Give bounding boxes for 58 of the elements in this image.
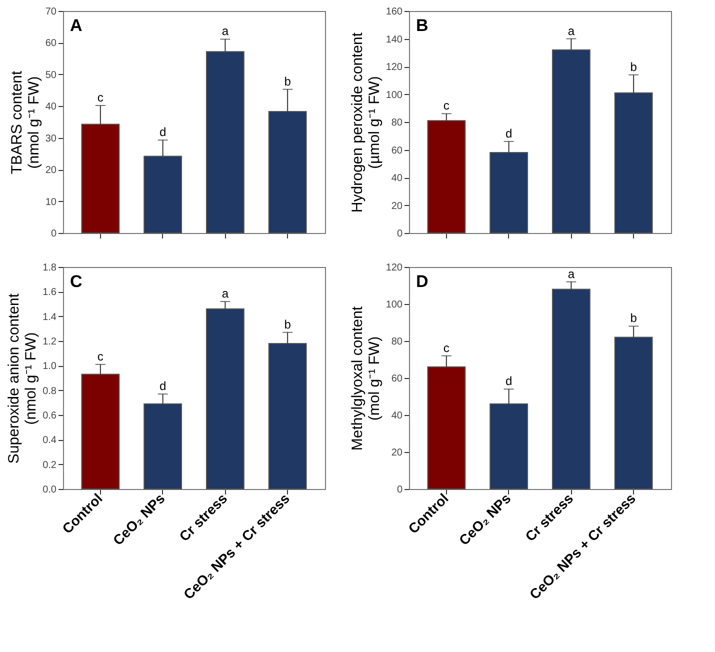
y-tick-label: 0.4 xyxy=(42,435,57,446)
y-tick-label: 100 xyxy=(386,90,403,101)
annotation: a xyxy=(568,266,575,281)
y-tick-label: 40 xyxy=(391,173,403,184)
y-tick-label: 120 xyxy=(386,262,403,274)
annotation: a xyxy=(568,24,575,38)
annotation: b xyxy=(630,60,638,74)
y-tick-label: 30 xyxy=(45,133,57,144)
y-tick-label: 60 xyxy=(391,374,403,384)
y-tick-label: 80 xyxy=(391,336,403,348)
annotation: a xyxy=(222,286,229,301)
y-tick-label: 1.0 xyxy=(42,361,57,372)
y-tick-label: 1.6 xyxy=(42,287,57,298)
y-axis-title: Superoxide anion content (nmol g⁻¹ FW) xyxy=(6,292,40,464)
annotation: b xyxy=(284,317,292,332)
annotation: c xyxy=(97,349,104,364)
chart-title: A xyxy=(70,16,82,35)
annotation: d xyxy=(505,374,512,388)
chart-title: D xyxy=(416,272,428,291)
y-axis-title: Methylglyoxal content (mol g⁻¹ FW) xyxy=(348,306,383,451)
y-tick-label: 1.8 xyxy=(42,262,57,274)
y-tick-label: 0.6 xyxy=(42,410,57,422)
y-tick-label: 1.4 xyxy=(42,312,57,323)
y-tick-label: 50 xyxy=(45,70,57,81)
y-tick-label: 80 xyxy=(391,118,403,128)
annotation: a xyxy=(222,24,229,38)
y-tick-label: 60 xyxy=(391,145,403,156)
y-tick-label: 100 xyxy=(386,300,403,310)
y-tick-label: 60 xyxy=(45,38,57,50)
annotation: b xyxy=(284,74,292,88)
annotation: d xyxy=(159,125,166,140)
chart-title: B xyxy=(416,16,428,35)
annotation: d xyxy=(505,126,512,140)
y-tick-label: 0.0 xyxy=(42,484,57,496)
annotation: b xyxy=(630,311,638,326)
annotation: c xyxy=(443,98,450,113)
annotation: c xyxy=(97,90,104,105)
y-axis-title: TBARS content (nmol g⁻¹ FW) xyxy=(8,70,42,174)
annotation: c xyxy=(443,340,450,355)
chart-title: C xyxy=(70,272,82,291)
y-tick-label: 1.2 xyxy=(42,336,57,348)
y-tick-label: 0 xyxy=(396,228,403,240)
y-tick-label: 160 xyxy=(386,6,403,18)
y-tick-label: 0 xyxy=(396,484,403,496)
y-tick-label: 40 xyxy=(45,102,57,113)
annotation: d xyxy=(159,379,166,394)
y-tick-label: 0 xyxy=(50,228,57,240)
y-tick-label: 20 xyxy=(391,200,403,212)
y-tick-label: 10 xyxy=(45,196,57,208)
y-tick-label: 140 xyxy=(386,34,403,46)
y-tick-label: 0.2 xyxy=(42,460,57,471)
y-tick-label: 70 xyxy=(45,6,57,18)
y-axis-title: Hydrogen peroxide content (µmol g⁻¹ FW) xyxy=(348,32,383,213)
y-tick-label: 20 xyxy=(45,165,57,176)
y-tick-label: 40 xyxy=(391,410,403,422)
y-tick-label: 0.8 xyxy=(42,386,57,397)
y-tick-label: 20 xyxy=(391,448,403,458)
y-tick-label: 120 xyxy=(386,62,403,73)
